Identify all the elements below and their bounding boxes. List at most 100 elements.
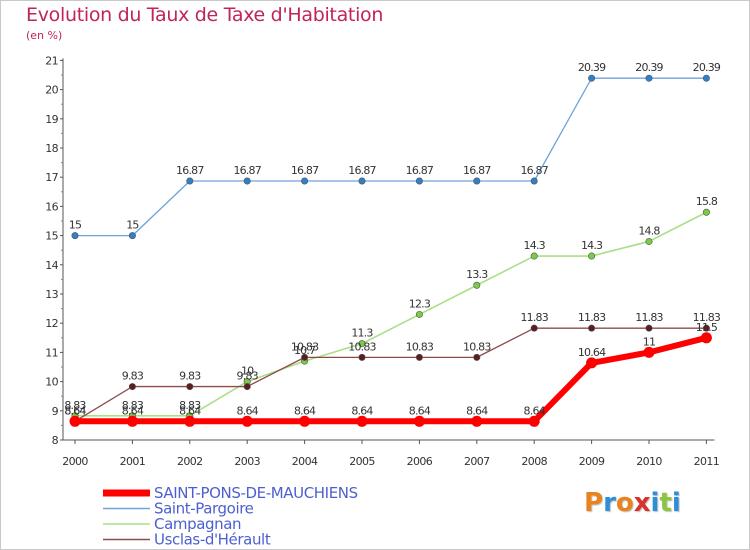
x-tick-label: 2007 <box>464 455 490 468</box>
data-label: 12.3 <box>409 297 431 310</box>
data-label: 20.39 <box>635 61 663 74</box>
data-label: 10.83 <box>348 340 376 353</box>
data-label: 15 <box>126 219 139 232</box>
chart-title: Evolution du Taux de Taxe d'Habitation <box>26 4 384 26</box>
data-point <box>473 177 481 185</box>
data-label: 20.39 <box>693 61 721 74</box>
logo-letter: i <box>671 488 681 518</box>
x-tick-label: 2004 <box>292 455 318 468</box>
data-point <box>530 324 538 332</box>
data-label: 11.83 <box>693 311 721 324</box>
y-tick-label: 16 <box>45 200 58 213</box>
data-point <box>69 415 81 427</box>
series-line <box>74 327 708 422</box>
legend-label: Saint-Pargoire <box>154 500 254 518</box>
y-tick-label: 20 <box>45 84 58 97</box>
data-point <box>128 232 136 240</box>
y-tick-label: 14 <box>45 259 58 272</box>
proxiti-logo: Proxiti <box>584 488 681 518</box>
data-label: 8.64 <box>237 404 259 417</box>
data-point <box>415 177 423 185</box>
y-tick-label: 13 <box>45 288 58 301</box>
series-0 <box>71 74 710 240</box>
data-point <box>471 415 483 427</box>
data-point <box>358 353 366 361</box>
data-label: 16.87 <box>348 164 376 177</box>
data-point <box>126 415 138 427</box>
legend-label: SAINT-PONS-DE-MAUCHIENS <box>154 484 358 502</box>
data-label: 15.8 <box>696 195 718 208</box>
data-label: 20.39 <box>578 61 606 74</box>
data-point <box>473 353 481 361</box>
data-point <box>184 415 196 427</box>
data-point <box>71 232 79 240</box>
data-point <box>301 177 309 185</box>
data-point <box>243 383 251 391</box>
data-point <box>243 177 251 185</box>
data-point <box>588 252 596 260</box>
x-tick-label: 2005 <box>349 455 375 468</box>
data-point <box>415 310 423 318</box>
data-label: 11.3 <box>351 327 373 340</box>
x-tick-label: 2010 <box>636 455 662 468</box>
y-tick-label: 19 <box>45 113 58 126</box>
data-point <box>588 324 596 332</box>
y-tick-label: 8 <box>52 434 59 447</box>
data-label: 8.64 <box>122 404 144 417</box>
data-label: 9.83 <box>237 370 259 383</box>
data-point <box>356 415 368 427</box>
series-1 <box>71 208 710 420</box>
data-label: 8.64 <box>351 404 373 417</box>
data-point <box>413 415 425 427</box>
data-point <box>186 383 194 391</box>
data-label: 10.7 <box>294 344 316 357</box>
data-label: 16.87 <box>176 164 204 177</box>
data-label: 8.64 <box>64 404 86 417</box>
data-point <box>301 353 309 361</box>
data-point <box>415 353 423 361</box>
y-tick-label: 10 <box>45 376 58 389</box>
x-tick-label: 2006 <box>407 455 433 468</box>
data-label: 14.3 <box>581 239 603 252</box>
data-label: 11.5 <box>696 321 718 334</box>
data-point <box>645 74 653 82</box>
data-point <box>186 177 194 185</box>
data-label: 11.83 <box>520 311 548 324</box>
legend-entry: Usclas-d'Hérault <box>103 531 271 549</box>
x-tick-label: 2008 <box>521 455 547 468</box>
series-labels-2: 8.64 9.83 9.83 9.83 10.83 10.83 10.83 10.83 11.8… <box>64 311 721 417</box>
data-point <box>530 252 538 260</box>
data-point <box>588 74 596 82</box>
y-tick-label: 9 <box>52 405 59 418</box>
y-tick-label: 12 <box>45 317 58 330</box>
data-label: 11.83 <box>578 311 606 324</box>
data-point <box>530 177 538 185</box>
data-point <box>473 281 481 289</box>
x-tick-label: 2001 <box>120 455 146 468</box>
data-label: 8.83 <box>64 399 86 412</box>
data-label: 8.64 <box>64 404 86 417</box>
data-label: 16.87 <box>291 164 319 177</box>
y-tick-label: 11 <box>45 346 58 359</box>
data-label: 9.83 <box>122 370 144 383</box>
data-label: 16.87 <box>520 164 548 177</box>
data-point <box>241 415 253 427</box>
data-label: 14.3 <box>524 239 546 252</box>
series-line <box>72 334 710 425</box>
series-labels-0: 15 15 16.87 16.87 16.87 16.87 16.87 16.87 16.87 2… <box>69 61 722 232</box>
series-layer: 15 15 16.87 16.87 16.87 16.87 16.87 16.87 16.87 2… <box>64 61 722 427</box>
data-point <box>358 177 366 185</box>
data-point <box>128 383 136 391</box>
data-point <box>700 332 712 344</box>
data-point <box>702 208 710 216</box>
data-label: 8.64 <box>294 404 316 417</box>
series-2 <box>71 324 710 425</box>
data-label: 8.64 <box>466 404 488 417</box>
logo-letter: o <box>615 488 634 518</box>
data-label: 10.83 <box>291 340 319 353</box>
data-label: 8.83 <box>179 399 201 412</box>
x-tick-label: 2003 <box>234 455 260 468</box>
series-labels-1: 8.83 8.83 8.83 10 10.7 11.3 12.3 13.3 14.3 14.3 14… <box>64 195 718 412</box>
